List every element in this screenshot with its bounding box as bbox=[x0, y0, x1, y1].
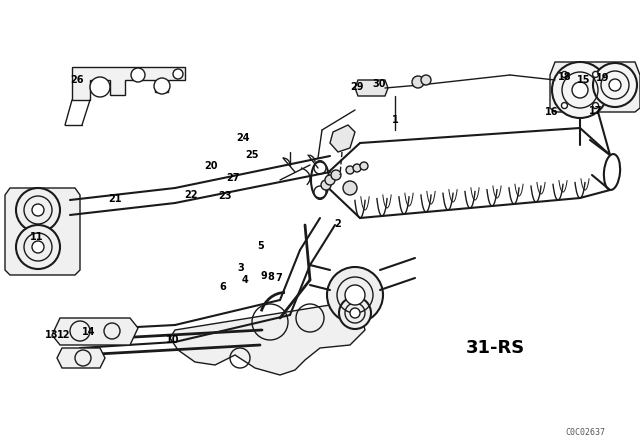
Polygon shape bbox=[57, 348, 105, 368]
Text: 11: 11 bbox=[30, 233, 44, 242]
Text: 14: 14 bbox=[81, 327, 95, 336]
Text: 20: 20 bbox=[204, 161, 218, 171]
Text: 24: 24 bbox=[236, 133, 250, 143]
Text: 2: 2 bbox=[334, 219, 340, 229]
Text: 21: 21 bbox=[108, 194, 122, 204]
Circle shape bbox=[421, 75, 431, 85]
Circle shape bbox=[314, 186, 326, 198]
Text: 15: 15 bbox=[577, 75, 591, 85]
Circle shape bbox=[345, 285, 365, 305]
Circle shape bbox=[561, 103, 568, 108]
Text: 19: 19 bbox=[596, 73, 610, 83]
Circle shape bbox=[314, 162, 326, 174]
Circle shape bbox=[353, 164, 361, 172]
Circle shape bbox=[154, 78, 170, 94]
Text: 10: 10 bbox=[166, 336, 180, 345]
Circle shape bbox=[593, 63, 637, 107]
Text: 25: 25 bbox=[244, 150, 259, 159]
Polygon shape bbox=[170, 305, 365, 375]
Text: 1: 1 bbox=[392, 115, 399, 125]
Ellipse shape bbox=[604, 154, 620, 190]
Circle shape bbox=[32, 241, 44, 253]
Text: 22: 22 bbox=[184, 190, 198, 200]
Text: 29: 29 bbox=[350, 82, 364, 92]
Circle shape bbox=[339, 297, 371, 329]
Polygon shape bbox=[330, 125, 355, 152]
Text: 9: 9 bbox=[260, 271, 267, 281]
Text: 31-RS: 31-RS bbox=[465, 339, 525, 357]
Text: 7: 7 bbox=[275, 273, 282, 283]
Circle shape bbox=[331, 170, 341, 180]
Circle shape bbox=[131, 68, 145, 82]
Text: 6: 6 bbox=[220, 282, 226, 292]
Text: 16: 16 bbox=[545, 107, 559, 117]
Text: 27: 27 bbox=[226, 173, 240, 183]
Polygon shape bbox=[550, 62, 640, 112]
Circle shape bbox=[360, 162, 368, 170]
Circle shape bbox=[173, 69, 183, 79]
Text: 4: 4 bbox=[242, 275, 248, 285]
Circle shape bbox=[90, 77, 110, 97]
Polygon shape bbox=[72, 67, 185, 100]
Circle shape bbox=[327, 267, 383, 323]
Text: 23: 23 bbox=[218, 191, 232, 201]
Circle shape bbox=[343, 181, 357, 195]
Circle shape bbox=[325, 175, 335, 185]
Circle shape bbox=[346, 166, 354, 174]
Circle shape bbox=[321, 180, 331, 190]
Circle shape bbox=[552, 62, 608, 118]
Circle shape bbox=[572, 82, 588, 98]
Text: 26: 26 bbox=[70, 75, 84, 85]
Text: 8: 8 bbox=[268, 272, 274, 282]
Circle shape bbox=[561, 71, 568, 78]
Text: 5: 5 bbox=[258, 241, 264, 250]
Circle shape bbox=[593, 71, 598, 78]
Polygon shape bbox=[355, 80, 388, 96]
Circle shape bbox=[609, 79, 621, 91]
Circle shape bbox=[412, 76, 424, 88]
Text: 3: 3 bbox=[237, 263, 244, 273]
Text: C0C02637: C0C02637 bbox=[565, 427, 605, 436]
Circle shape bbox=[16, 188, 60, 232]
Circle shape bbox=[593, 103, 598, 108]
Text: 17: 17 bbox=[588, 106, 602, 116]
Circle shape bbox=[32, 204, 44, 216]
Polygon shape bbox=[5, 188, 80, 275]
Text: 13: 13 bbox=[44, 330, 58, 340]
Circle shape bbox=[350, 308, 360, 318]
Text: 30: 30 bbox=[372, 79, 386, 89]
Text: 12: 12 bbox=[57, 330, 71, 340]
Ellipse shape bbox=[311, 161, 329, 199]
Polygon shape bbox=[52, 318, 138, 345]
Circle shape bbox=[16, 225, 60, 269]
Text: 18: 18 bbox=[557, 72, 572, 82]
